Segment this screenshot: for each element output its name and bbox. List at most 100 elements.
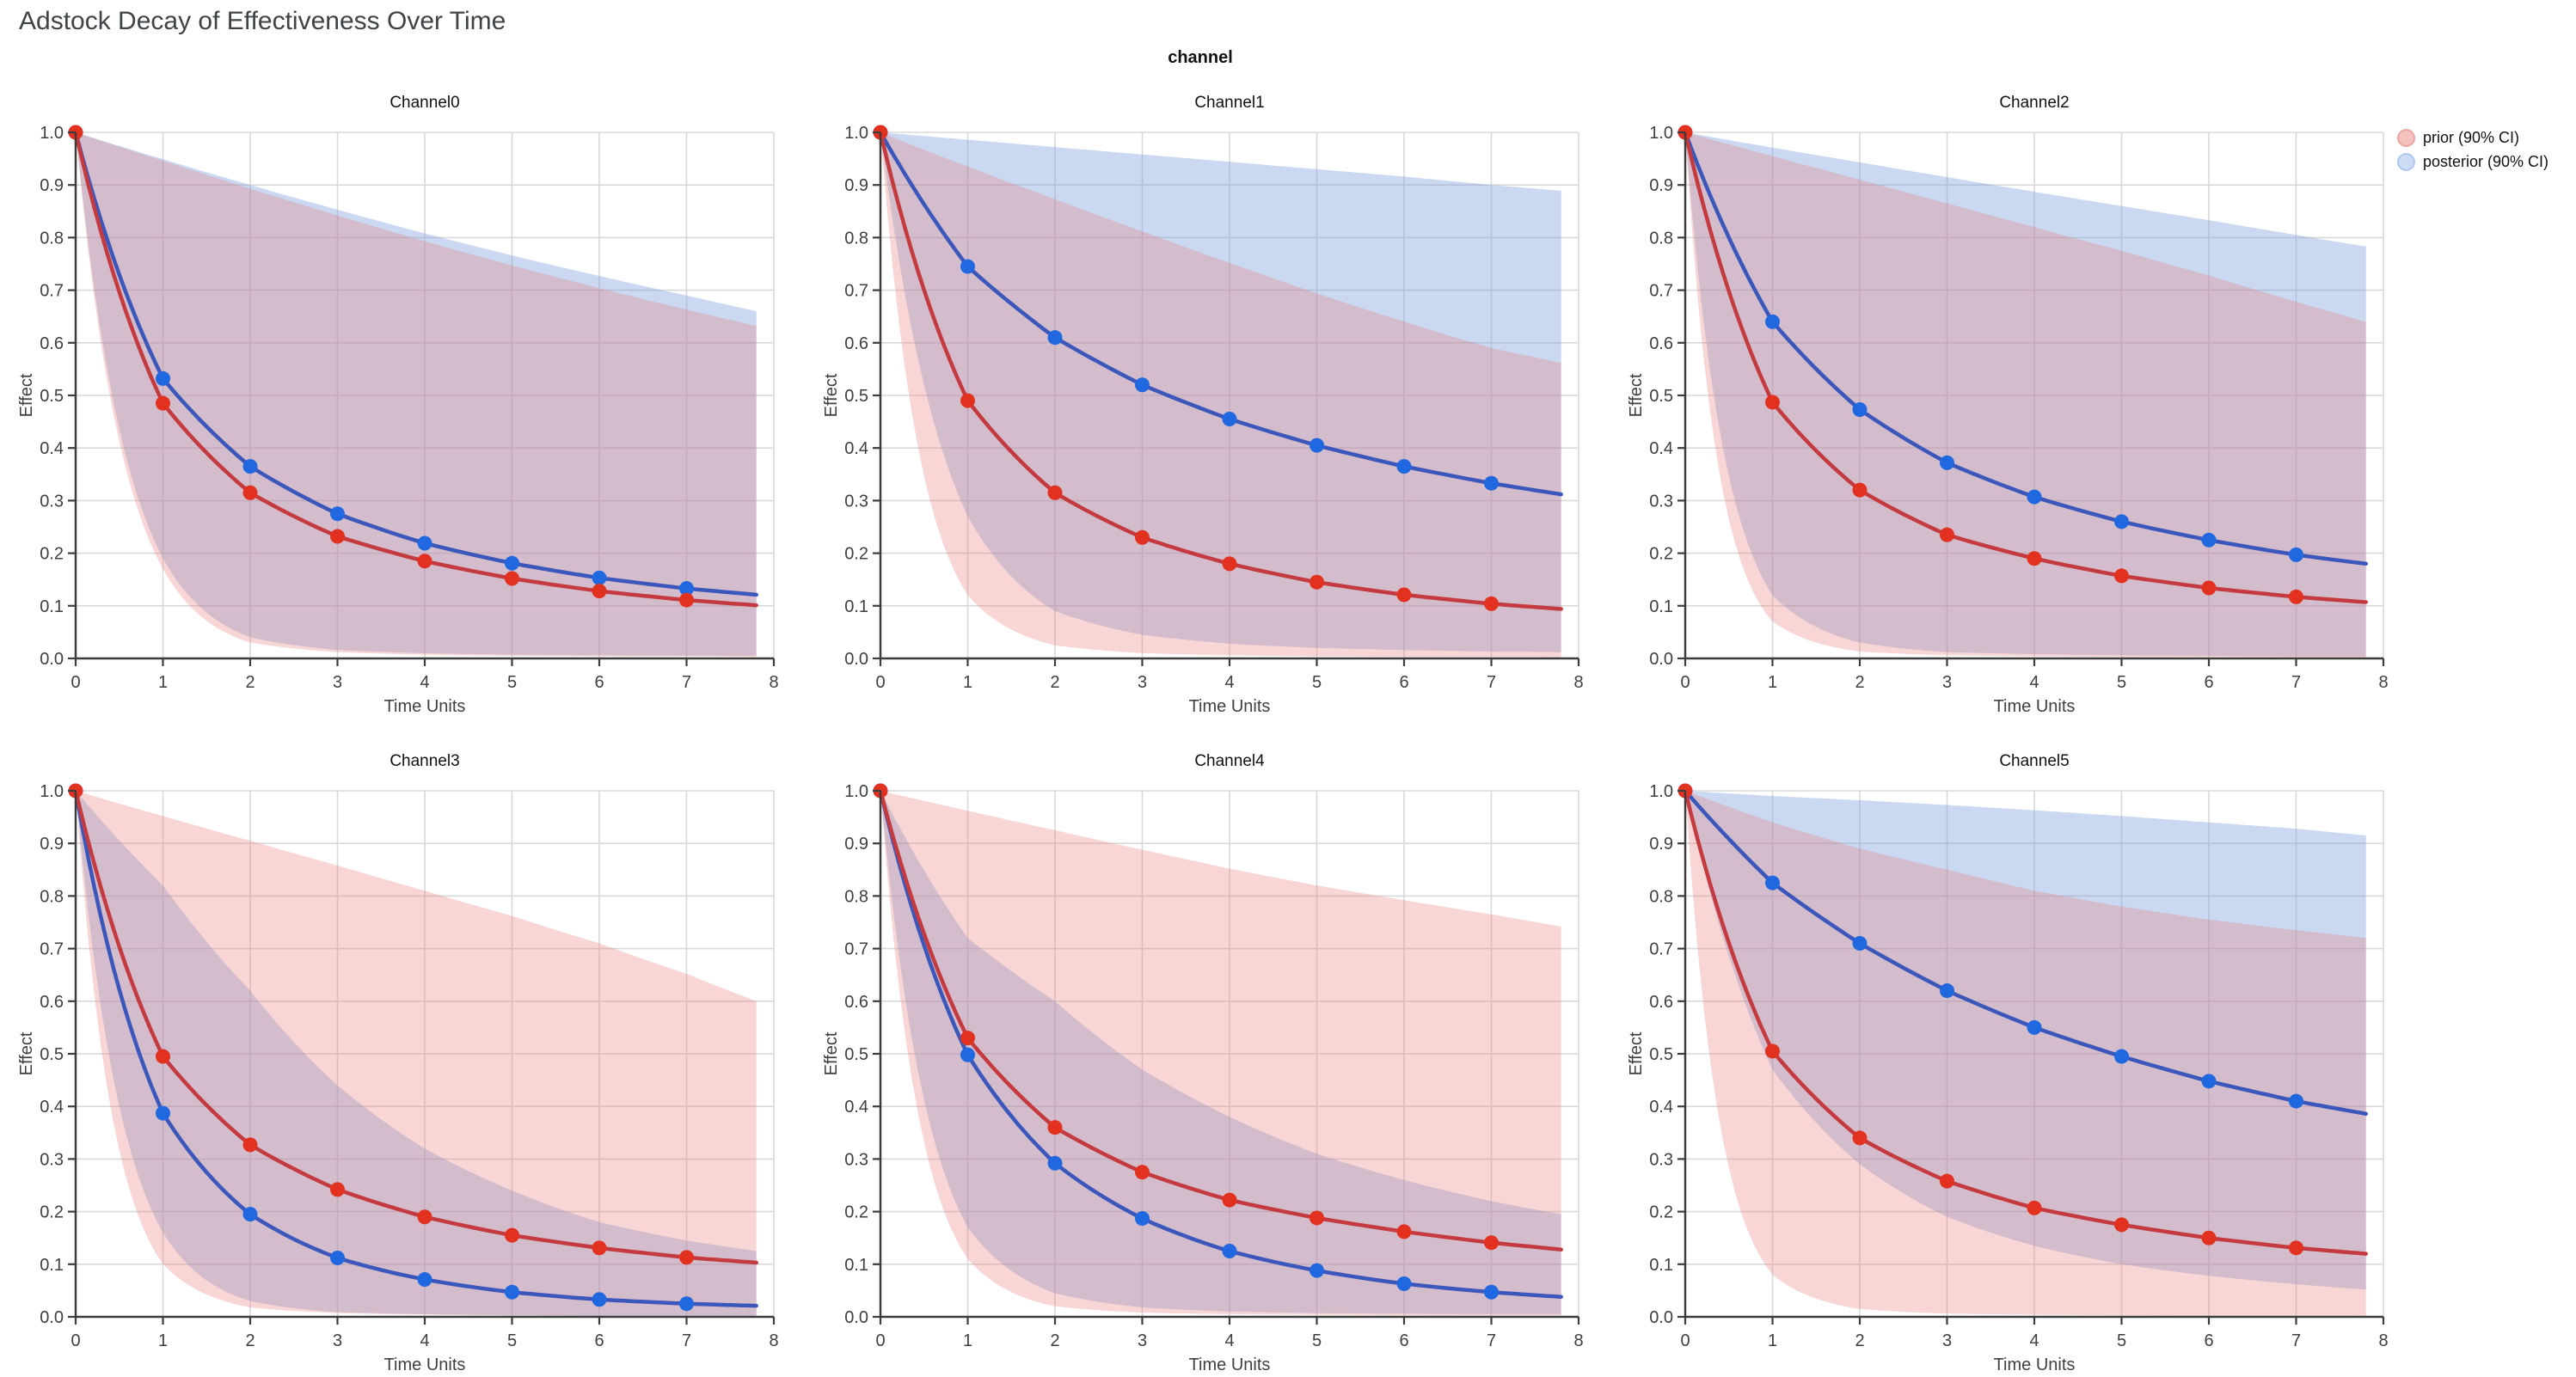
x-tick-label: 4 (420, 673, 429, 692)
facet-dimension-label: channel (1168, 48, 1233, 67)
x-tick-label: 6 (1399, 1331, 1408, 1350)
x-tick-label: 3 (1138, 1331, 1147, 1350)
prior-point (2289, 589, 2303, 604)
posterior-ci-band (880, 132, 1561, 652)
prior-point (1309, 1210, 1324, 1226)
y-tick-label: 0.4 (40, 439, 64, 458)
subplot-title: Channel4 (1194, 752, 1265, 770)
y-axis-title: Effect (822, 373, 841, 417)
y-tick-label: 0.7 (1649, 940, 1673, 959)
subplot-channel2: Channel2 0.0 0.1 0.2 0.3 0.4 0.5 0.6 0.7 0.8 0.9 1… (1627, 86, 2389, 716)
y-tick-label: 0.9 (844, 835, 868, 854)
posterior-point (679, 581, 694, 597)
y-tick-label: 0.9 (1649, 176, 1673, 195)
posterior-point (2289, 547, 2303, 562)
x-tick-label: 5 (507, 1331, 517, 1350)
y-tick-label: 0.0 (1649, 1308, 1673, 1327)
x-tick-label: 8 (769, 1331, 778, 1350)
y-tick-label: 0.5 (40, 387, 64, 406)
figure-title: Adstock Decay of Effectiveness Over Time (19, 7, 506, 35)
x-tick-label: 2 (1855, 1331, 1864, 1350)
x-tick-label: 4 (420, 1331, 429, 1350)
x-tick-label: 0 (875, 673, 885, 692)
y-tick-label: 0.1 (40, 1256, 64, 1275)
posterior-ci-band (76, 791, 757, 1316)
prior-ci-band (880, 132, 1561, 658)
y-tick-label: 0.7 (844, 940, 868, 959)
x-tick-label: 8 (769, 673, 778, 692)
y-tick-label: 1.0 (1649, 124, 1673, 143)
posterior-point (2027, 1019, 2042, 1035)
prior-point (1765, 1043, 1780, 1059)
y-tick-label: 0.7 (844, 282, 868, 301)
y-tick-label: 0.4 (40, 1098, 64, 1117)
y-tick-label: 0.1 (1649, 597, 1673, 616)
chart-channel5: 0.0 0.1 0.2 0.3 0.4 0.5 0.6 0.7 0.8 0.9 1.0 0 1 2 3 4 5 6… (1627, 782, 2389, 1374)
prior-point (1484, 596, 1499, 611)
prior-point (2027, 1200, 2042, 1215)
y-tick-label: 0.7 (1649, 282, 1673, 301)
y-tick-label: 0.6 (40, 993, 64, 1012)
posterior-point (156, 370, 170, 386)
posterior-point (1047, 330, 1063, 346)
subplot-channel3: Channel3 0.0 0.1 0.2 0.3 0.4 0.5 0.6 0.7 0.8 0.9 1… (17, 744, 779, 1374)
y-tick-label: 0.9 (40, 176, 64, 195)
posterior-point (1484, 475, 1499, 491)
y-tick-label: 0.8 (1649, 229, 1673, 248)
x-tick-label: 7 (2291, 1331, 2301, 1350)
prior-ci-band (76, 132, 757, 658)
prior-point (960, 393, 975, 408)
posterior-point (1135, 377, 1150, 393)
x-tick-label: 0 (71, 673, 80, 692)
y-tick-label: 0.5 (1649, 387, 1673, 406)
prior-point (1852, 1130, 1868, 1146)
y-tick-label: 0.8 (40, 887, 64, 906)
x-tick-label: 0 (71, 1331, 80, 1350)
x-tick-label: 2 (245, 673, 255, 692)
chart-channel2: 0.0 0.1 0.2 0.3 0.4 0.5 0.6 0.7 0.8 0.9 1.0 0 1 2 3 4 5 6… (1627, 124, 2389, 716)
y-tick-label: 0.2 (40, 1203, 64, 1222)
y-tick-label: 0.9 (1649, 835, 1673, 854)
x-tick-label: 8 (2378, 1331, 2388, 1350)
posterior-point (679, 1296, 694, 1312)
prior-point (2027, 551, 2042, 566)
posterior-ci-band (1685, 132, 2366, 657)
x-tick-label: 8 (2378, 673, 2388, 692)
y-tick-label: 0.4 (1649, 1098, 1673, 1117)
posterior-point (1222, 412, 1237, 427)
y-axis-title: Effect (1627, 373, 1646, 417)
posterior-point (960, 1047, 975, 1062)
posterior-point (156, 1105, 170, 1121)
prior-point (1396, 587, 1412, 603)
posterior-point (1940, 455, 1954, 470)
y-tick-label: 0.8 (1649, 887, 1673, 906)
legend-item-posterior: posterior (90% CI) (2397, 153, 2548, 171)
posterior-point (592, 1292, 607, 1307)
x-axis-title: Time Units (1994, 1356, 2076, 1374)
x-tick-label: 6 (594, 1331, 604, 1350)
prior-point (2201, 1230, 2217, 1245)
prior-point (242, 485, 258, 500)
x-tick-label: 1 (1768, 1331, 1777, 1350)
y-tick-label: 0.3 (40, 492, 64, 511)
x-tick-label: 6 (2204, 673, 2213, 692)
y-tick-label: 0.0 (1649, 650, 1673, 669)
posterior-ci-band (1685, 791, 2366, 1290)
x-tick-label: 4 (2029, 673, 2039, 692)
x-axis-title: Time Units (384, 1356, 466, 1374)
prior-point (1309, 574, 1324, 590)
prior-point (592, 584, 607, 599)
posterior-point (1309, 1263, 1324, 1278)
y-axis-title: Effect (822, 1031, 841, 1075)
x-tick-label: 1 (1768, 673, 1777, 692)
prior-point (505, 571, 519, 586)
posterior-point (1396, 1276, 1412, 1291)
legend-item-prior: prior (90% CI) (2397, 129, 2548, 147)
posterior-point (1135, 1211, 1150, 1227)
x-tick-label: 7 (682, 673, 691, 692)
prior-point (2289, 1240, 2303, 1256)
x-tick-label: 5 (1312, 673, 1322, 692)
posterior-ci-swatch-icon (2397, 153, 2415, 171)
prior-point (2201, 580, 2217, 596)
